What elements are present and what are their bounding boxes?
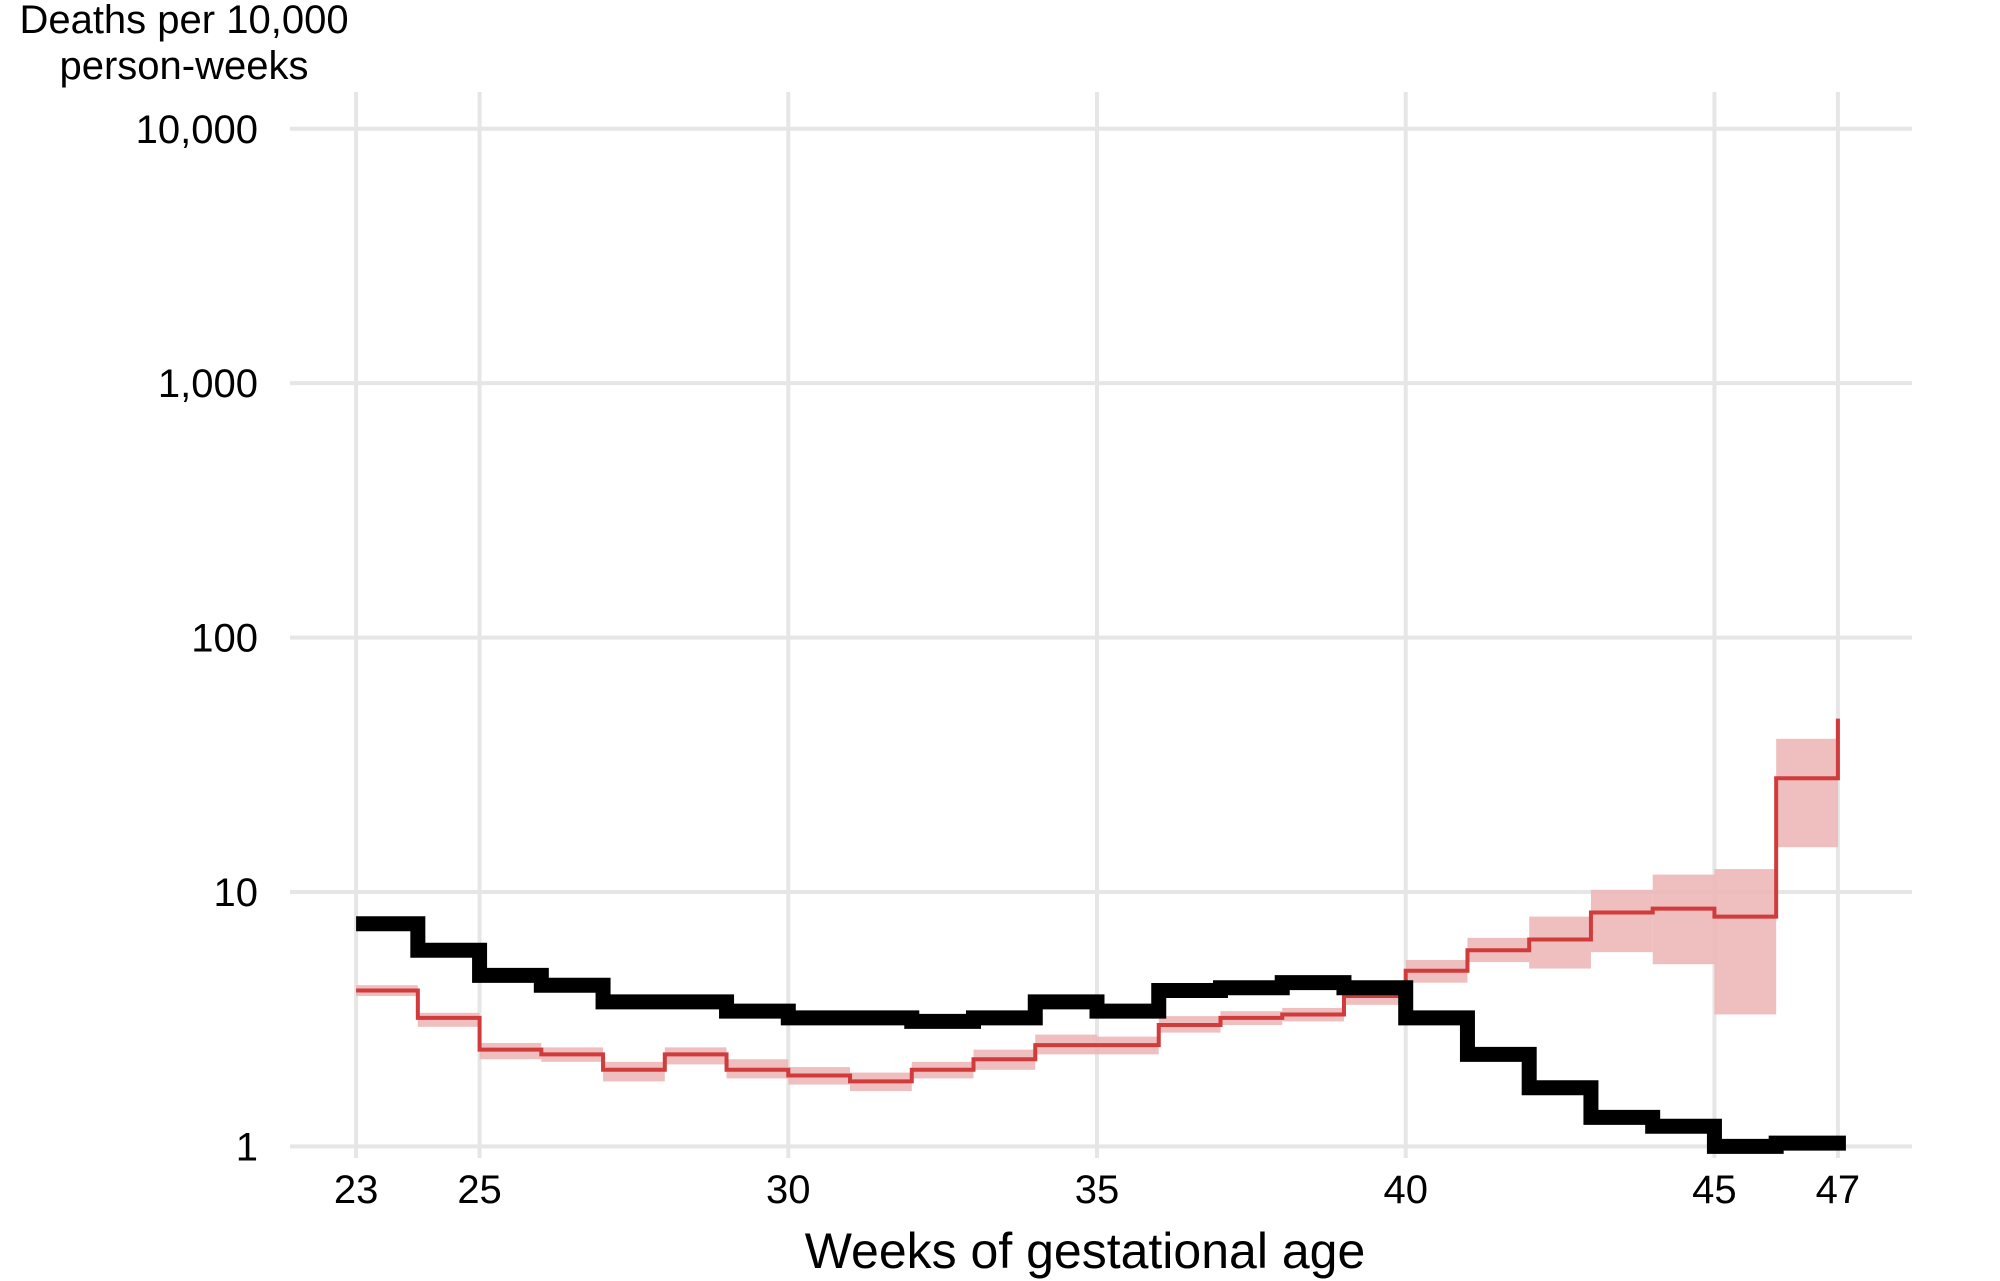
x-tick-label-23: 23 bbox=[334, 1168, 379, 1212]
series-1-band-46 bbox=[1776, 738, 1838, 848]
x-tick-label-35: 35 bbox=[1075, 1168, 1120, 1212]
x-tick-label-25: 25 bbox=[457, 1168, 502, 1212]
series-lines bbox=[356, 718, 1846, 1154]
horizontal-grid bbox=[290, 126, 1912, 1149]
series-0-line bbox=[356, 916, 1846, 1154]
series-1-line bbox=[356, 718, 1840, 1084]
y-tick-label-1: 1 bbox=[236, 1125, 258, 1169]
series-1-band-42 bbox=[1529, 916, 1591, 969]
vertical-grid bbox=[354, 92, 1840, 1158]
x-tick-labels: 23 25 30 35 40 45 47 bbox=[334, 1168, 1860, 1212]
y-tick-label-10000: 10,000 bbox=[136, 108, 258, 152]
x-tick-label-30: 30 bbox=[766, 1168, 811, 1212]
series-1-band-45 bbox=[1714, 869, 1777, 1015]
x-tick-label-40: 40 bbox=[1383, 1168, 1428, 1212]
series-1-band-43 bbox=[1590, 889, 1653, 953]
y-tick-label-100: 100 bbox=[191, 617, 258, 661]
x-axis-title: Weeks of gestational age bbox=[805, 1223, 1366, 1279]
x-tick-label-47: 47 bbox=[1816, 1168, 1861, 1212]
y-tick-label-10: 10 bbox=[214, 871, 259, 915]
y-tick-label-1000: 1,000 bbox=[158, 362, 258, 406]
x-tick-label-45: 45 bbox=[1692, 1168, 1737, 1212]
y-tick-labels: 1 10 100 1,000 10,000 bbox=[136, 108, 258, 1170]
y-axis-title-line-1: Deaths per 10,000 bbox=[19, 0, 348, 42]
y-axis-title-line-2: person-weeks bbox=[59, 44, 308, 88]
series-1-band-44 bbox=[1652, 874, 1715, 965]
